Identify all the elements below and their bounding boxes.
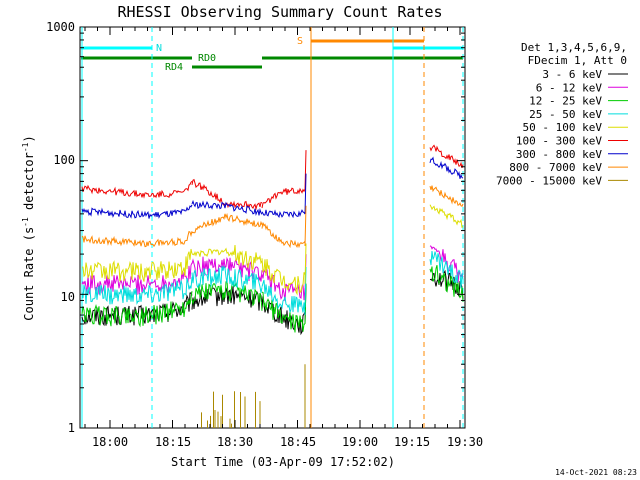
y-tick-label-1: 1 — [68, 421, 75, 435]
x-tick-label-1900: 19:00 — [342, 435, 378, 449]
legend-entry-label: 12 - 25 keV — [529, 95, 602, 108]
saa-flag-label: S — [297, 36, 303, 47]
series-line-6 — [81, 156, 464, 219]
x-tick-label-1800: 18:00 — [92, 435, 128, 449]
plot-frame — [79, 26, 466, 429]
series-line-4 — [81, 204, 464, 296]
x-tick-label-1815: 18:15 — [155, 435, 191, 449]
x-tick-label-1930: 19:30 — [447, 435, 483, 449]
series-line-5 — [81, 144, 464, 211]
y-axis-label-sup2: -1 — [21, 142, 30, 152]
x-tick-label-1915: 19:15 — [394, 435, 430, 449]
y-axis-label-end: ) — [22, 135, 36, 142]
x-axis-label: Start Time (03-Apr-09 17:52:02) — [171, 455, 395, 469]
rd4-flag-label: RD4 — [165, 62, 183, 73]
legend-entry-label: 800 - 7000 keV — [509, 161, 602, 174]
legend-entry-label: 100 - 300 keV — [516, 135, 602, 148]
night-flag-label: N — [156, 43, 162, 54]
y-axis-label-main: Count Rate (s — [22, 227, 36, 321]
series-line-8 — [201, 364, 306, 428]
legend-entry-label: 300 - 800 keV — [516, 148, 602, 161]
y-tick-label-10: 10 — [61, 290, 75, 304]
legend-entry-label: 3 - 6 keV — [542, 68, 602, 81]
y-tick-label-1000: 1000 — [46, 20, 75, 34]
chart-title: RHESSI Observing Summary Count Rates — [117, 3, 442, 21]
y-tick-label-100: 100 — [53, 153, 75, 167]
legend-entry-label: 6 - 12 keV — [536, 81, 603, 94]
legend-header-line-2: FDecim 1, Att 0 — [528, 54, 627, 67]
legend-entry-label: 50 - 100 keV — [523, 121, 603, 134]
rd0-flag-label: RD0 — [198, 53, 216, 64]
legend-entry-label: 7000 - 15000 keV — [496, 174, 602, 187]
series-line-0 — [81, 269, 464, 336]
y-axis-label: Count Rate (s-1 detector-1) — [21, 135, 36, 320]
y-axis-label-mid: detector — [22, 152, 36, 217]
date-stamp: 14-Oct-2021 08:23 — [555, 468, 637, 477]
x-tick-label-1845: 18:45 — [280, 435, 316, 449]
series-line-3 — [81, 250, 464, 316]
series-line-1 — [81, 245, 464, 302]
legend-entry-label: 25 - 50 keV — [529, 108, 602, 121]
legend-header-line-1: Det 1,3,4,5,6,9, — [521, 41, 627, 54]
legend: Det 1,3,4,5,6,9, FDecim 1, Att 0 3 - 6 k… — [496, 41, 628, 187]
y-axis-label-sup1: -1 — [21, 217, 30, 227]
x-tick-label-1830: 18:30 — [217, 435, 253, 449]
series-line-7 — [81, 185, 464, 249]
